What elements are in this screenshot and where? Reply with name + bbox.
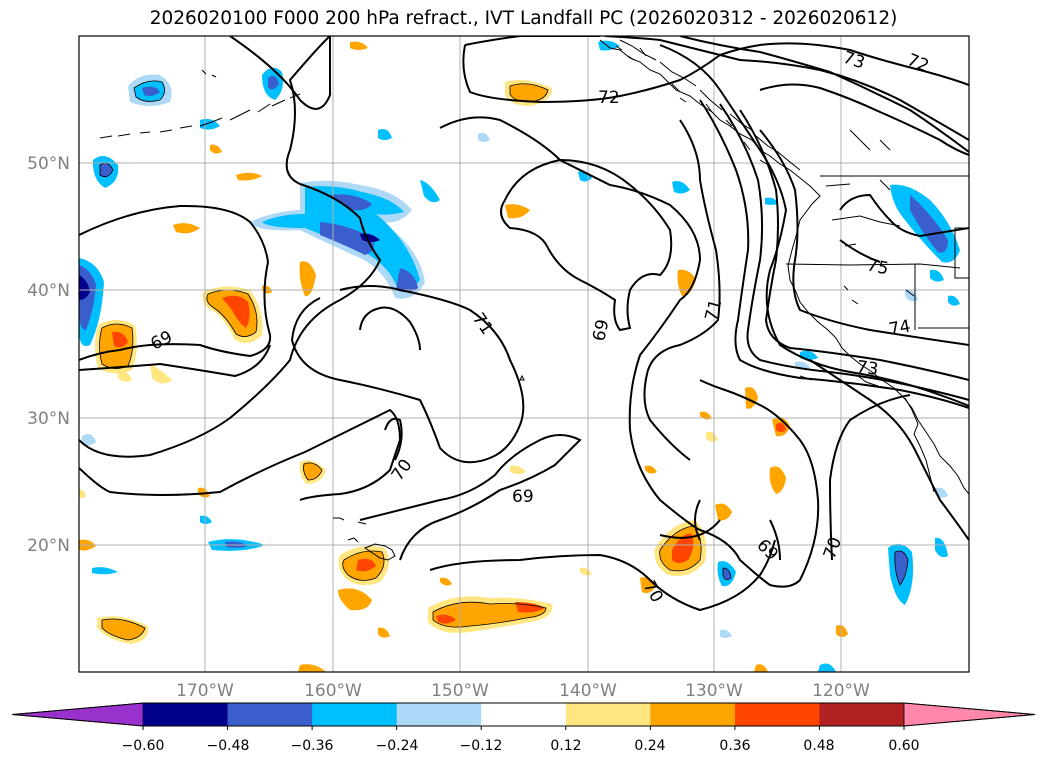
colorbar-segment	[481, 703, 567, 726]
longitude-labels: 170°W 160°W 150°W 140°W 130°W 120°W	[176, 681, 870, 701]
contour-label: 69	[512, 487, 534, 507]
colorbar-tick-label: −0.24	[376, 738, 419, 754]
contour-label: 74	[887, 316, 912, 339]
colorbar-segment	[227, 703, 313, 726]
positive-anomaly-patch	[428, 596, 553, 633]
lat-label: 50°N	[27, 154, 70, 174]
colorbar-tick-label: 0.48	[803, 738, 834, 754]
graticule	[79, 36, 969, 672]
negative-anomaly-patch	[128, 74, 172, 106]
colorbar-segment	[143, 703, 229, 726]
contour-lines	[79, 36, 969, 612]
colorbar: −0.60 −0.48 −0.36 −0.24 −0.12 0.12 0.24 …	[11, 702, 1036, 754]
negative-anomaly-patch	[890, 184, 960, 263]
lon-label: 170°W	[176, 681, 234, 701]
colorbar-segment	[565, 703, 651, 726]
lon-label: 140°W	[559, 681, 617, 701]
lat-label: 30°N	[27, 409, 70, 429]
colorbar-tick-label: −0.60	[122, 738, 165, 754]
latitude-labels: 50°N 40°N 30°N 20°N	[27, 154, 70, 556]
positive-anomaly-patch	[95, 320, 137, 374]
map-title: 2026020100 F000 200 hPa refract., IVT La…	[149, 8, 898, 29]
negative-anomaly-patch	[92, 156, 119, 188]
lat-label: 20°N	[27, 536, 70, 556]
map-area	[79, 36, 969, 672]
colorbar-segment	[650, 703, 736, 726]
negative-anomaly-patch	[262, 67, 284, 100]
colorbar-tick-label: 0.60	[888, 738, 919, 754]
colorbar-segment	[312, 703, 398, 726]
colorbar-tick-labels: −0.60 −0.48 −0.36 −0.24 −0.12 0.12 0.24 …	[122, 738, 920, 754]
colorbar-segment	[734, 703, 820, 726]
contour-label: 73	[855, 357, 879, 380]
contour-label: 72	[598, 88, 620, 108]
lat-label: 40°N	[27, 281, 70, 301]
colorbar-tick-label: 0.24	[634, 738, 665, 754]
colorbar-segments	[11, 702, 1036, 727]
colorbar-tick-label: −0.36	[291, 738, 334, 754]
negative-anomaly-patch	[79, 258, 104, 346]
negative-anomaly-patch	[888, 543, 914, 605]
colorbar-extend-min	[11, 702, 144, 727]
lon-label: 150°W	[431, 681, 489, 701]
colorbar-tick-label: −0.12	[460, 738, 503, 754]
contour-label: 69	[589, 318, 613, 343]
lon-label: 160°W	[304, 681, 362, 701]
colorbar-ticks	[142, 726, 905, 730]
colorbar-tick-label: −0.48	[207, 738, 250, 754]
map-frame	[78, 35, 970, 673]
colorbar-segment	[396, 703, 482, 726]
colorbar-extend-max	[903, 702, 1036, 727]
positive-anomaly-patch	[202, 286, 263, 344]
colorbar-segment	[819, 703, 905, 726]
lon-label: 120°W	[812, 681, 870, 701]
lon-label: 130°W	[685, 681, 743, 701]
colorbar-tick-label: 0.12	[550, 738, 581, 754]
positive-anomaly-patch	[654, 520, 707, 577]
colorbar-tick-label: 0.36	[719, 738, 750, 754]
contour-label: 75	[865, 255, 890, 279]
